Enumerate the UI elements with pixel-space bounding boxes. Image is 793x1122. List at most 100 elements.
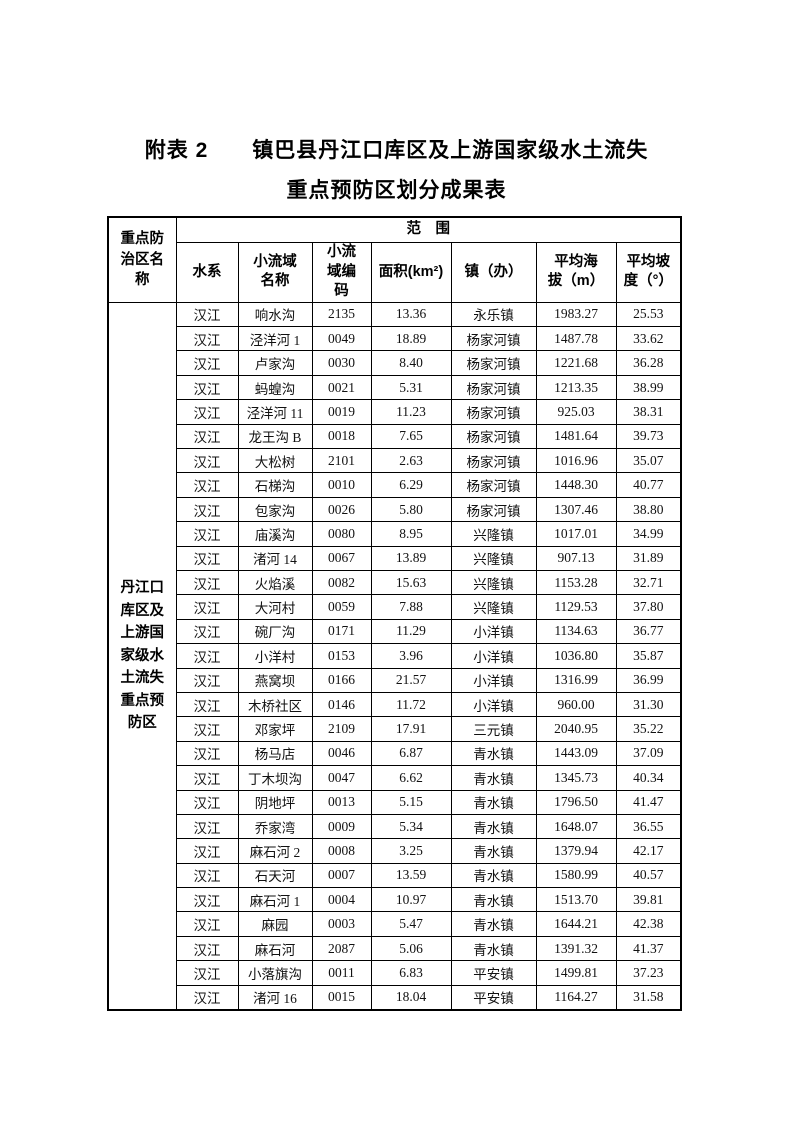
table-cell: 38.31 [615,399,682,425]
table-row: 汉江 杨马店 0046 6.87 青水镇 1443.09 37.09 [108,740,682,767]
table-row: 汉江 石天河 0007 13.59 青水镇 1580.99 40.57 [108,862,682,889]
table-cell: 汉江 [175,862,239,889]
table-cell: 8.40 [370,350,452,376]
table-cell: 渚河 16 [237,984,313,1011]
table-cell: 13.59 [370,862,452,889]
table-cell: 42.38 [615,911,682,937]
header-col-6: 平均坡 度（°） [615,242,682,303]
table-cell: 汉江 [175,813,239,840]
header-row-columns: 水系 小流域 名称 小流 域编 码面积(km²) 镇（办） 平均海 拔（m） 平均坡 度（… [108,242,682,303]
table-cell: 1448.30 [535,472,617,498]
header-col-2: 小流 域编 码 [311,242,372,303]
table-cell: 汉江 [175,691,239,718]
table-cell: 5.31 [370,374,452,401]
table-cell: 木桥社区 [237,691,313,718]
table-cell: 汉江 [175,423,239,450]
table-cell: 汉江 [175,643,239,669]
table-cell: 31.58 [615,984,682,1011]
table-cell: 汉江 [175,521,239,547]
table-cell: 三元镇 [450,716,537,742]
table-cell: 34.99 [615,521,682,547]
table-row: 汉江 小落旗沟 0011 6.83 平安镇 1499.81 37.23 [108,960,682,986]
table-row: 汉江 麻园 0003 5.47 青水镇 1644.21 42.38 [108,911,682,937]
table-row: 丹江口 库区及 上游国 家级水 土流失 重点预 防区 汉江 响水沟 2135 13.36… [107,301,682,1011]
table-cell: 7.88 [370,594,452,620]
table-cell: 0049 [311,326,372,352]
table-cell: 平安镇 [450,984,537,1011]
table-cell: 1017.01 [535,521,617,547]
table-row: 汉江 泾洋河 1 0049 18.89 杨家河镇 1487.78 33.62 [108,326,682,352]
table-cell: 6.87 [370,740,452,767]
table-cell: 37.09 [615,740,682,767]
table-cell: 38.99 [615,374,682,401]
table-cell: 1499.81 [535,960,617,986]
table-cell: 泾洋河 1 [237,326,313,352]
table-cell: 0046 [311,740,372,767]
header-col-3: 面积(km²) [370,242,452,303]
header-col-4: 镇（办） [450,242,537,303]
table-cell: 杨家河镇 [450,374,537,401]
table-row: 汉江 渚河 16 0015 18.04 平安镇 1164.27 31.58 [108,984,682,1011]
table-cell: 0146 [311,691,372,718]
table-cell: 0011 [311,960,372,986]
table-cell: 邓家坪 [237,716,313,742]
table-cell: 汉江 [175,301,239,328]
table-cell: 包家沟 [237,496,313,523]
header-col-5: 平均海 拔（m） [535,242,617,303]
table-cell: 丁木坝沟 [237,765,313,791]
table-cell: 永乐镇 [450,301,537,328]
table-cell: 1316.99 [535,667,617,693]
table-cell: 35.87 [615,643,682,669]
table-row: 汉江 木桥社区 0146 11.72 小洋镇 960.00 31.30 [108,691,682,718]
table-cell: 3.25 [370,838,452,864]
table-row: 汉江 卢家沟 0030 8.40 杨家河镇 1221.68 36.28 [108,350,682,376]
table-cell: 1644.21 [535,911,617,937]
table-cell: 杨家河镇 [450,472,537,498]
header-col-1: 小流域 名称 [237,242,313,303]
table-cell: 35.07 [615,448,682,474]
table-cell: 汉江 [175,350,239,376]
table-cell: 10.97 [370,887,452,913]
table-cell: 11.23 [370,399,452,425]
table-cell: 0059 [311,594,372,620]
table-cell: 40.57 [615,862,682,889]
table-cell: 1153.28 [535,569,617,596]
table-cell: 2135 [311,301,372,328]
table-cell: 1307.46 [535,496,617,523]
table-cell: 1164.27 [535,984,617,1011]
table-cell: 小洋镇 [450,691,537,718]
table-cell: 燕窝坝 [237,667,313,693]
table-cell: 38.80 [615,496,682,523]
table-cell: 0030 [311,350,372,376]
table-cell: 小落旗沟 [237,960,313,986]
header-row-scope: 重点防 治区名 称 范 围 [107,216,682,303]
table-cell: 25.53 [615,301,682,328]
table-cell: 1345.73 [535,765,617,791]
table-cell: 汉江 [175,935,239,962]
table-cell: 0047 [311,765,372,791]
table-cell: 青水镇 [450,838,537,864]
table-cell: 乔家湾 [237,813,313,840]
table-row: 汉江 阴地坪 0013 5.15 青水镇 1796.50 41.47 [108,789,682,815]
table-cell: 1134.63 [535,618,617,645]
table-cell: 2101 [311,448,372,474]
table-cell: 1221.68 [535,350,617,376]
table-cell: 青水镇 [450,740,537,767]
table-cell: 石梯沟 [237,472,313,498]
table-cell: 39.73 [615,423,682,450]
table-cell: 汉江 [175,545,239,571]
table-cell: 小洋村 [237,643,313,669]
table-cell: 青水镇 [450,813,537,840]
table-row: 汉江 大松树 2101 2.63 杨家河镇 1016.96 35.07 [108,448,682,474]
table-cell: 1513.70 [535,887,617,913]
table-cell: 青水镇 [450,887,537,913]
table-cell: 21.57 [370,667,452,693]
table-cell: 1379.94 [535,838,617,864]
table-cell: 7.65 [370,423,452,450]
table-cell: 蚂蝗沟 [237,374,313,401]
table-row: 汉江 蚂蝗沟 0021 5.31 杨家河镇 1213.35 38.99 [108,374,682,401]
table-cell: 37.80 [615,594,682,620]
table-cell: 0171 [311,618,372,645]
table-cell: 0019 [311,399,372,425]
